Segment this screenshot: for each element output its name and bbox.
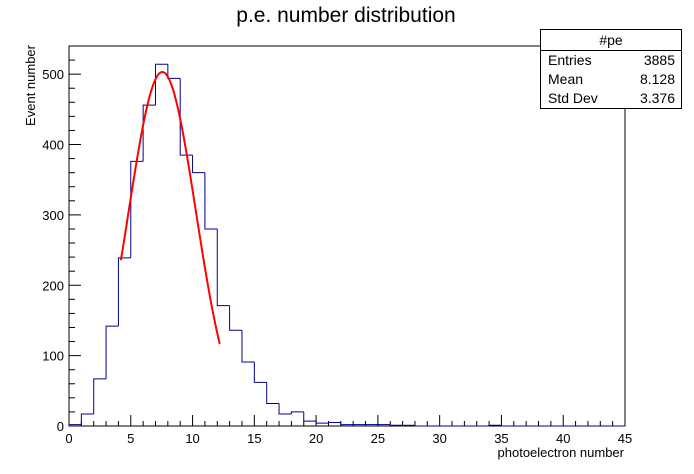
histogram-bin [414,425,428,427]
histogram-bin [68,424,82,426]
histogram-bin [340,422,354,426]
x-tick-label: 20 [309,431,323,446]
plot-frame [68,45,626,427]
stats-box: #pe Entries 3885 Mean 8.128 Std Dev 3.37… [540,29,682,109]
y-tick-label: 100 [42,349,64,364]
stats-label: Entries [548,52,592,68]
histogram-bin [154,63,168,106]
histogram-bin [253,361,267,383]
histogram-bin [93,378,107,415]
x-tick-label: 15 [247,431,261,446]
histogram-series [68,63,625,427]
x-tick-label: 5 [127,431,134,446]
histogram-bin [130,160,144,258]
y-axis: 0 100 200 300 400 500 [42,45,81,434]
stats-value: 8.128 [639,71,675,87]
stats-row-mean: Mean 8.128 [541,70,681,89]
x-axis: 0 5 10 15 20 25 30 35 40 45 [65,415,632,446]
x-tick-label: 40 [556,431,570,446]
histogram-bin [105,325,119,379]
stats-label: Mean [548,71,584,87]
histogram-bin [278,403,292,415]
y-tick-label: 0 [57,419,64,434]
stats-row-entries: Entries 3885 [541,51,681,70]
x-tick-label: 30 [432,431,446,446]
histogram-bin [167,64,181,79]
y-tick-label: 200 [42,278,64,293]
stats-row-stddev: Std Dev 3.376 [541,89,681,108]
chart-title: p.e. number distribution [236,4,455,27]
histogram-bin [290,411,304,415]
histogram-bin [179,78,193,156]
x-tick-label: 45 [618,431,632,446]
histogram-bin [80,413,94,425]
histogram-bin [389,424,403,426]
x-tick-label: 10 [185,431,199,446]
histogram-bin [500,425,514,427]
y-tick-label: 400 [42,138,64,153]
histogram-bin [315,421,329,424]
histogram-bin [266,382,280,404]
stats-value: 3885 [643,52,675,68]
x-tick-label: 0 [65,431,72,446]
histogram-bin [229,305,242,331]
stats-label: Std Dev [548,90,598,106]
histogram-bin [303,411,317,422]
histogram-bin [327,421,341,424]
stats-box-title: #pe [541,30,681,51]
histogram-bin [204,172,218,230]
histogram-bin [216,228,230,307]
y-axis-label: Event number [23,44,38,126]
histogram-bin [117,257,131,327]
histogram-bin [192,155,205,174]
stats-value: 3.376 [639,90,675,106]
x-tick-label: 35 [494,431,508,446]
gaussian-fit [119,71,221,345]
x-axis-label: photoelectron number [498,445,625,460]
y-tick-label: 500 [42,67,64,82]
fit-curve [119,71,221,345]
histogram-bin [142,104,156,162]
histogram-bin [488,424,502,426]
histogram-bin [241,330,255,363]
x-tick-label: 25 [371,431,385,446]
y-tick-label: 300 [42,208,64,223]
